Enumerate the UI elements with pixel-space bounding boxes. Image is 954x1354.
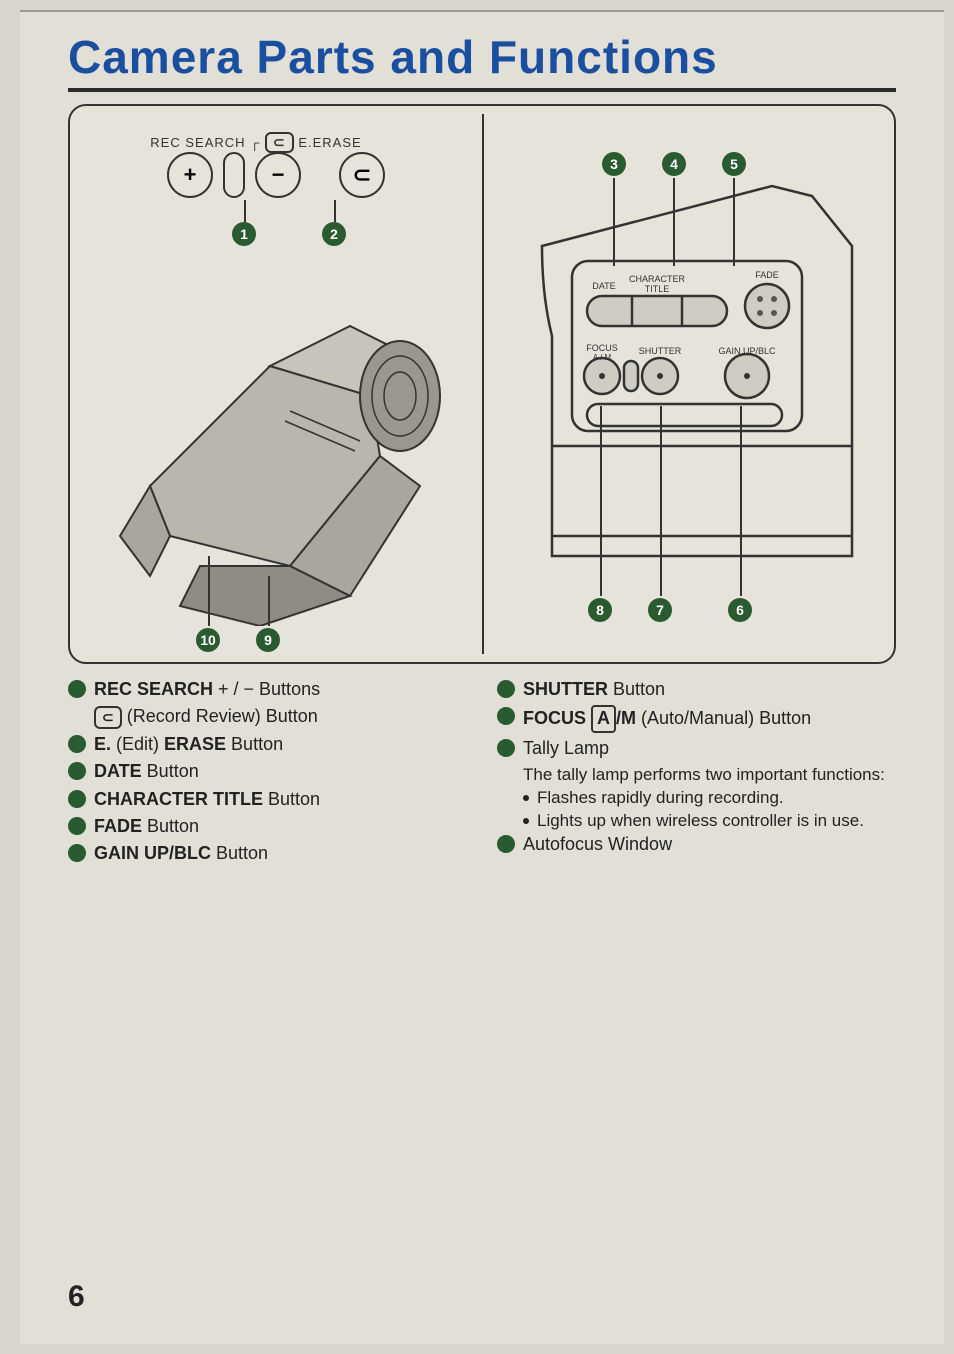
page-number: 6 <box>68 1280 85 1314</box>
bullet-icon <box>497 739 515 757</box>
rec-search-label: REC SEARCH ┌ ⊂ E.ERASE <box>70 132 442 153</box>
panel-label-character: CHARACTER <box>629 274 686 284</box>
leader-line <box>740 406 742 596</box>
bullet-icon <box>68 735 86 753</box>
camcorder-illustration <box>90 236 470 626</box>
list-item-text: E. (Edit) ERASE Button <box>94 733 283 756</box>
leader-line <box>660 406 662 596</box>
list-item: FADE Button <box>68 815 467 838</box>
panel-label-gain: GAIN UP/BLC <box>718 346 776 356</box>
erase-button-icon: ⊂ <box>339 152 385 198</box>
parts-lists: REC SEARCH + / − Buttons ⊂ (Record Review… <box>68 678 896 870</box>
list-item: FOCUS A/M (Auto/Manual) Button <box>497 705 896 732</box>
sub-bullet-icon <box>523 818 529 824</box>
list-sub-item-text: Flashes rapidly during recording. <box>537 787 784 810</box>
list-item-text: GAIN UP/BLC Button <box>94 842 268 865</box>
panel-label-title: TITLE <box>645 284 670 294</box>
list-item: CHARACTER TITLE Button <box>68 788 467 811</box>
bullet-icon <box>68 817 86 835</box>
callout-10: 10 <box>196 628 220 652</box>
page-title: Camera Parts and Functions <box>68 30 896 84</box>
list-item-text: Autofocus Window <box>523 833 672 856</box>
list-item-text: DATE Button <box>94 760 199 783</box>
panel-label-focus: FOCUS <box>586 343 618 353</box>
list-item-text: SHUTTER Button <box>523 678 665 701</box>
right-list-column: SHUTTER Button FOCUS A/M (Auto/Manual) Bu… <box>497 678 896 870</box>
list-item: REC SEARCH + / − Buttons <box>68 678 467 701</box>
callout-9: 9 <box>256 628 280 652</box>
rec-switch-icon <box>223 152 245 198</box>
bullet-icon <box>497 835 515 853</box>
leader-line <box>268 576 270 626</box>
left-figure-panel: REC SEARCH ┌ ⊂ E.ERASE + − ⊂ 1 2 <box>70 106 482 662</box>
list-sub-item: Lights up when wireless controller is in… <box>523 810 896 833</box>
title-underline: Camera Parts and Functions <box>68 30 896 92</box>
list-item: ⊂ (Record Review) Button <box>68 705 467 728</box>
list-item-text: CHARACTER TITLE Button <box>94 788 320 811</box>
panel-label-am: A / M <box>593 353 612 362</box>
list-sub-item: Flashes rapidly during recording. <box>523 787 896 810</box>
rec-search-buttons: + − ⊂ <box>70 152 482 198</box>
bullet-icon <box>68 790 86 808</box>
leader-line <box>334 200 336 222</box>
list-item: Autofocus Window <box>497 833 896 856</box>
bullet-icon <box>68 762 86 780</box>
right-figure-panel: 3 4 5 <box>482 106 894 662</box>
callout-7: 7 <box>648 598 672 622</box>
bullet-icon <box>497 680 515 698</box>
list-item: E. (Edit) ERASE Button <box>68 733 467 756</box>
callout-6: 6 <box>728 598 752 622</box>
list-item-text: FOCUS A/M (Auto/Manual) Button <box>523 705 811 732</box>
panel-label-date: DATE <box>592 281 615 291</box>
leader-line <box>244 200 246 222</box>
list-item-text: Tally Lamp <box>523 737 609 760</box>
bullet-icon <box>68 844 86 862</box>
list-sub-item-text: Lights up when wireless controller is in… <box>537 810 864 833</box>
leader-line <box>208 556 210 626</box>
sub-bullet-icon <box>523 795 529 801</box>
list-item: Tally Lamp <box>497 737 896 760</box>
list-item-text: FADE Button <box>94 815 199 838</box>
list-item: SHUTTER Button <box>497 678 896 701</box>
list-item-text: ⊂ (Record Review) Button <box>94 705 318 728</box>
rec-plus-button-icon: + <box>167 152 213 198</box>
panel-label-shutter: SHUTTER <box>639 346 682 356</box>
bullet-icon <box>497 707 515 725</box>
list-item-text: REC SEARCH + / − Buttons <box>94 678 320 701</box>
list-sub-intro: The tally lamp performs two important fu… <box>523 764 896 787</box>
panel-label-fade: FADE <box>755 270 779 280</box>
manual-page: Camera Parts and Functions REC SEARCH ┌ … <box>20 10 944 1344</box>
list-item: GAIN UP/BLC Button <box>68 842 467 865</box>
control-panel-illustration: DATE CHARACTER TITLE FADE FOCUS A / M SH… <box>512 136 882 636</box>
figure-frame: REC SEARCH ┌ ⊂ E.ERASE + − ⊂ 1 2 <box>68 104 896 664</box>
list-item: DATE Button <box>68 760 467 783</box>
callout-8: 8 <box>588 598 612 622</box>
bullet-icon <box>68 680 86 698</box>
rec-minus-button-icon: − <box>255 152 301 198</box>
leader-line <box>600 406 602 596</box>
left-list-column: REC SEARCH + / − Buttons ⊂ (Record Review… <box>68 678 467 870</box>
